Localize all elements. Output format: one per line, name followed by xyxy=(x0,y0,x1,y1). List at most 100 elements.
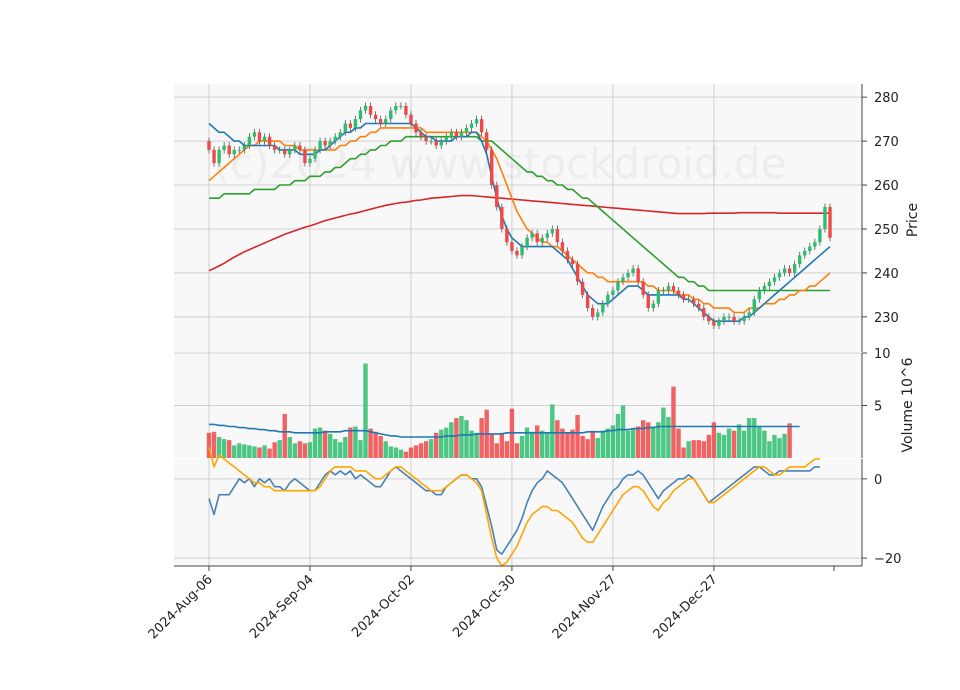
volume-bar xyxy=(711,422,717,458)
volume-bar xyxy=(292,443,298,458)
volume-bar xyxy=(378,435,383,458)
volume-bar xyxy=(752,418,757,458)
ma-long-series xyxy=(208,194,830,272)
volume-bar xyxy=(676,428,681,458)
volume-bar xyxy=(615,413,621,458)
candle xyxy=(762,282,767,295)
candle xyxy=(702,304,706,321)
volume-bar xyxy=(469,430,474,458)
volume-bar xyxy=(681,447,686,458)
candle xyxy=(742,313,746,325)
volume-bar xyxy=(767,441,772,458)
candle xyxy=(555,225,560,246)
candle xyxy=(479,115,484,136)
volume-bar xyxy=(388,446,393,458)
candle xyxy=(227,141,231,158)
price-tick-label: 250 xyxy=(874,223,899,238)
candle xyxy=(585,291,590,312)
volume-bar xyxy=(494,443,499,458)
candle xyxy=(621,273,625,286)
candle xyxy=(257,128,262,145)
volume-bar xyxy=(640,420,646,458)
volume-bar xyxy=(322,430,328,458)
price-tick-label: 260 xyxy=(874,179,899,194)
candle xyxy=(697,300,701,312)
candle xyxy=(515,247,519,259)
volume-bar xyxy=(545,432,550,458)
candle xyxy=(454,128,459,141)
volume-tick-label: 10 xyxy=(874,347,891,362)
oscillator-tick-label: 0 xyxy=(874,473,882,488)
candle xyxy=(353,115,358,132)
candle xyxy=(252,128,257,141)
candle xyxy=(242,141,247,154)
candle xyxy=(232,146,236,158)
volume-bar xyxy=(716,432,722,458)
candle xyxy=(616,278,620,295)
oscillator-panel xyxy=(174,459,862,566)
candle xyxy=(500,203,504,233)
candle xyxy=(681,291,686,303)
candle xyxy=(580,278,585,299)
candle xyxy=(318,137,322,154)
candle xyxy=(727,313,731,321)
candle xyxy=(550,225,555,237)
candle xyxy=(277,146,282,154)
candle xyxy=(787,265,792,277)
volume-bar xyxy=(686,441,691,458)
candle xyxy=(464,124,469,136)
candle xyxy=(717,317,721,330)
volume-bar xyxy=(651,426,656,458)
volume-bar xyxy=(570,429,575,458)
candle xyxy=(409,111,413,128)
volume-bar xyxy=(327,433,333,458)
volume-bars xyxy=(206,363,792,458)
volume-bar xyxy=(358,440,363,458)
candle xyxy=(439,137,443,150)
candle xyxy=(384,115,388,128)
candle xyxy=(459,128,464,141)
volume-bar xyxy=(499,432,505,458)
volume-bar xyxy=(449,422,454,458)
candle xyxy=(267,133,272,150)
candle xyxy=(626,269,630,281)
volume-bar xyxy=(226,440,232,458)
volume-bar xyxy=(403,451,409,458)
candle xyxy=(212,146,216,167)
volume-bar xyxy=(343,437,348,458)
volume-bar xyxy=(317,427,323,458)
candle xyxy=(368,102,373,119)
volume-bar xyxy=(747,418,752,458)
volume-bar xyxy=(550,404,555,458)
volume-bar xyxy=(423,441,429,458)
ma-mid-series xyxy=(208,127,831,314)
volume-bar xyxy=(444,427,449,458)
candle xyxy=(298,141,302,154)
volume-bar xyxy=(504,441,510,458)
candle xyxy=(676,286,681,299)
price-axis-label: Price xyxy=(905,203,921,237)
volume-bar xyxy=(590,430,595,458)
x-tick-label: 2024-Aug-06 xyxy=(146,572,216,642)
candle xyxy=(560,238,565,255)
candle xyxy=(217,146,221,167)
volume-bar xyxy=(701,441,706,458)
candle xyxy=(389,106,393,123)
candle xyxy=(757,286,762,303)
oscillator-line-b xyxy=(208,446,820,567)
candle xyxy=(712,317,716,330)
candle xyxy=(777,269,782,281)
candle xyxy=(399,102,403,110)
volume-bar xyxy=(297,441,303,458)
volume-bar xyxy=(731,430,737,458)
volume-bar xyxy=(555,420,560,458)
candle xyxy=(651,300,655,312)
volume-bar xyxy=(721,434,727,458)
volume-bar xyxy=(348,427,353,458)
volume-bar xyxy=(398,449,404,458)
ma-mid-line xyxy=(208,127,831,314)
volume-bar xyxy=(307,442,313,458)
candle xyxy=(636,265,640,286)
volume-bar xyxy=(489,433,494,458)
